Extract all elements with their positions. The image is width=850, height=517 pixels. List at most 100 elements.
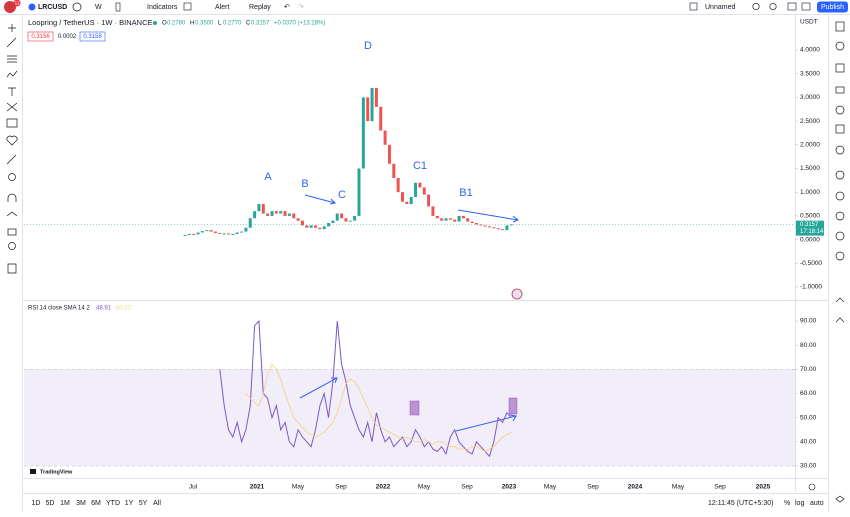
candle [187, 233, 191, 235]
publish-button[interactable]: Publish [821, 4, 844, 11]
lock-tool[interactable] [7, 228, 17, 236]
range-button[interactable]: 1M [60, 500, 70, 507]
prediction-tool[interactable] [6, 102, 18, 112]
visibility-tool[interactable] [8, 242, 16, 250]
axis-settings[interactable] [808, 483, 816, 491]
alerts-button[interactable] [835, 41, 845, 51]
range-button[interactable]: 6M [91, 500, 101, 507]
range-button[interactable]: 1D [32, 500, 41, 507]
order-button[interactable] [835, 317, 845, 323]
avatar[interactable] [4, 1, 16, 13]
snapshot-button[interactable] [801, 2, 811, 11]
ohlc-o-label: O [162, 21, 167, 27]
candle [401, 192, 404, 202]
interval-button[interactable]: W [95, 4, 102, 11]
watermark: TradingView [40, 469, 73, 475]
candle [357, 168, 361, 216]
symbol-button[interactable]: LRCUSD [38, 4, 67, 11]
watchlist-button[interactable] [835, 21, 845, 32]
ruler-tool[interactable] [6, 154, 17, 165]
candle [374, 87, 378, 107]
range-button[interactable]: 3M [76, 500, 86, 507]
candle [209, 230, 213, 232]
alert-button[interactable]: Alert [215, 4, 229, 11]
data-window-button[interactable] [835, 63, 845, 73]
log-button[interactable]: log [795, 500, 804, 507]
candle [405, 201, 409, 205]
crosshair-tool[interactable] [8, 24, 16, 32]
candle [383, 130, 387, 145]
candle [235, 232, 239, 234]
range-button[interactable]: 5Y [139, 500, 148, 507]
sell-box[interactable] [27, 31, 54, 42]
trading-button[interactable] [835, 297, 845, 303]
right-toolbar [835, 21, 845, 503]
bar-style-button[interactable] [115, 2, 121, 12]
search-button[interactable] [752, 2, 760, 11]
rsi-tick-label: 30.00 [800, 463, 817, 470]
magnet-tool[interactable] [7, 193, 17, 202]
candle [274, 211, 278, 214]
range-button[interactable]: 5D [46, 500, 55, 507]
rsi-tick-label: 40.00 [800, 439, 817, 446]
auto-button[interactable]: auto [810, 500, 824, 507]
layout-icon[interactable] [689, 2, 698, 11]
candle [196, 232, 200, 235]
fullscreen-button[interactable] [787, 2, 797, 11]
x-tick-label: May [292, 484, 305, 491]
favorite-tool[interactable] [6, 135, 18, 146]
rsi-sma-value: 50.27 [116, 306, 132, 312]
range-button[interactable]: 1Y [125, 500, 134, 507]
event-flag[interactable] [511, 288, 523, 300]
ohlc-change: +0.0370 (+13.28%) [274, 21, 325, 27]
publish-button-bg[interactable] [817, 1, 848, 13]
indicators-button[interactable]: Indicators [147, 4, 178, 11]
streams-button[interactable] [835, 191, 845, 201]
drawing-mode-tool[interactable] [6, 211, 18, 217]
top-bar [0, 0, 850, 14]
fib-tool[interactable] [7, 55, 17, 63]
chart-title: Loopring / TetherUS · 1W · BINANCE [28, 18, 153, 27]
hotlist-button[interactable] [835, 86, 845, 94]
settings-button[interactable] [769, 2, 777, 11]
bid-price[interactable]: 0.3156 [31, 34, 50, 40]
candle [353, 215, 357, 221]
trendline-tool[interactable] [6, 37, 17, 48]
layout-button[interactable]: Unnamed [705, 4, 735, 11]
range-button[interactable]: YTD [106, 500, 120, 507]
measure-tool[interactable] [6, 118, 18, 128]
x-tick-label: Sep [461, 484, 473, 491]
x-tick-label: Jul [189, 484, 198, 491]
ideas-button[interactable] [835, 145, 845, 155]
highlight-box [409, 400, 420, 416]
zoom-tool[interactable] [8, 173, 16, 181]
currency-button[interactable]: USDT [800, 19, 818, 26]
help-button[interactable] [835, 231, 845, 241]
delete-tool[interactable] [7, 263, 17, 274]
ohlc-h: 0.3500 [195, 21, 214, 27]
y-tick-label: 2.5000 [800, 118, 820, 125]
undo-button[interactable]: ↶ [284, 4, 290, 11]
percent-button[interactable]: % [784, 500, 790, 507]
redo-button[interactable]: ↷ [298, 4, 304, 11]
broadcast-button[interactable] [835, 251, 845, 261]
chat-button[interactable] [835, 170, 845, 180]
pattern-tool[interactable] [6, 70, 18, 78]
replay-button[interactable]: Replay [249, 4, 271, 11]
annotation: C1 [413, 160, 427, 172]
candle [231, 233, 235, 235]
news-button[interactable] [835, 124, 845, 134]
clock[interactable]: 12:11:45 (UTC+5:30) [708, 500, 773, 507]
ask-price[interactable]: 0.3158 [83, 34, 102, 40]
text-tool[interactable] [8, 87, 16, 96]
range-button[interactable]: All [153, 500, 161, 507]
templates-button[interactable] [183, 2, 192, 11]
candle [427, 194, 431, 207]
calendar-button[interactable] [835, 105, 845, 115]
compare-button[interactable] [72, 2, 82, 12]
candle [318, 227, 322, 230]
last-price-box [796, 220, 824, 236]
notifications-button[interactable] [835, 211, 845, 221]
buy-box[interactable] [79, 31, 106, 42]
layers-button[interactable] [835, 495, 845, 503]
